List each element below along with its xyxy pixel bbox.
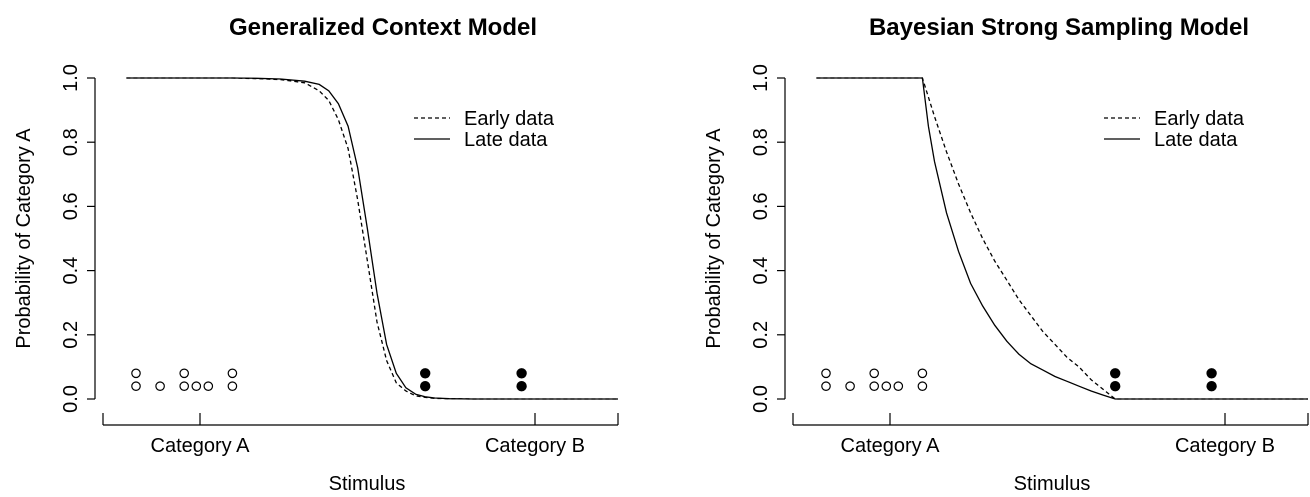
y-tick-label: 0.2 [750, 321, 772, 349]
legend-label: Late data [1154, 129, 1238, 151]
chart-title: Generalized Context Model [229, 14, 537, 41]
series-line-early-data [816, 77, 1308, 400]
category-a-point [227, 381, 238, 391]
legend-label: Early data [464, 108, 555, 130]
category-a-point [227, 368, 238, 379]
x-category-label: Category A [841, 435, 941, 457]
y-tick-label: 0.0 [60, 385, 82, 413]
category-b-point [1206, 368, 1217, 379]
category-b-point [516, 381, 527, 392]
y-tick-label: 0.2 [60, 321, 82, 349]
category-a-point [179, 368, 189, 379]
category-a-point [917, 368, 928, 379]
y-tick-label: 0.0 [750, 385, 772, 413]
category-a-point [869, 381, 879, 391]
y-tick-label: 0.8 [60, 128, 82, 156]
category-a-point [917, 381, 928, 391]
legend-label: Early data [1154, 108, 1245, 130]
series-line-late-data [816, 77, 1308, 400]
category-a-point [203, 381, 214, 391]
y-tick-label: 0.6 [60, 192, 82, 220]
y-tick-label: 0.6 [750, 192, 772, 220]
category-a-point [191, 381, 202, 391]
category-b-point [420, 381, 431, 392]
category-a-point [179, 381, 189, 391]
category-a-point [821, 381, 831, 391]
chart-panel-1: Generalized Context Model 0.0 0.2 0.4 0.6 0.8… [13, 14, 619, 495]
y-tick-label: 1.0 [750, 64, 772, 92]
x-axis-label: Stimulus [1014, 473, 1091, 495]
category-a-point [869, 368, 879, 379]
category-a-point [845, 381, 855, 391]
category-a-point [131, 368, 141, 379]
y-tick-label: 1.0 [60, 64, 82, 92]
chart-title: Bayesian Strong Sampling Model [869, 14, 1249, 41]
category-a-point [881, 381, 892, 391]
category-b-point [1206, 381, 1217, 392]
x-axis-label: Stimulus [329, 473, 406, 495]
y-axis-label: Probability of Category A [703, 128, 725, 349]
category-b-point [1109, 381, 1121, 392]
x-category-label: Category B [485, 435, 585, 457]
series-line-late-data [126, 77, 618, 400]
category-a-point [131, 381, 141, 391]
category-a-point [821, 368, 831, 379]
chart-panel-2: Bayesian Strong Sampling Model 0.0 0.2 0.4 0… [703, 14, 1309, 495]
category-b-point [516, 368, 527, 379]
x-category-label: Category A [151, 435, 251, 457]
y-tick-label: 0.8 [750, 128, 772, 156]
y-axis-label: Probability of Category A [13, 128, 35, 349]
category-a-point [155, 381, 165, 391]
legend-label: Late data [464, 129, 548, 151]
x-category-label: Category B [1175, 435, 1275, 457]
category-b-point [420, 368, 431, 379]
y-tick-label: 0.4 [750, 257, 772, 285]
y-tick-label: 0.4 [60, 257, 82, 285]
category-a-point [893, 381, 904, 391]
category-b-point [1109, 368, 1121, 379]
